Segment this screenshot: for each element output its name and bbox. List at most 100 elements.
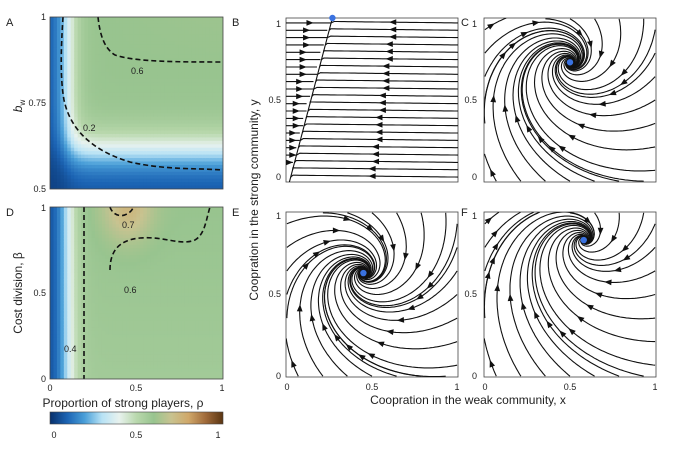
heatmap-d-cell xyxy=(153,375,158,379)
heatmap-d-cell xyxy=(153,289,158,294)
heatmap-d-cell xyxy=(143,303,148,308)
heatmap-d-cell xyxy=(219,217,223,222)
heatmap-a-cell xyxy=(122,113,127,118)
heatmap-a-cell xyxy=(153,158,158,163)
heatmap-a-cell xyxy=(136,144,141,149)
heatmap-a-cell xyxy=(126,68,131,73)
heatmap-d-cell xyxy=(56,227,61,232)
heatmap-d-cell xyxy=(112,334,117,339)
heatmap-a-cell xyxy=(160,54,165,59)
heatmap-d-cell xyxy=(98,286,103,291)
heatmap-a-cell xyxy=(150,44,155,49)
heatmap-d-cell xyxy=(50,351,55,356)
heatmap-a-cell xyxy=(136,68,141,73)
heatmap-d-cell xyxy=(209,361,214,366)
heatmap-a-cell xyxy=(53,82,58,87)
heatmap-d-cell xyxy=(181,296,186,301)
heatmap-d-cell xyxy=(129,320,134,325)
heatmap-d-cell xyxy=(81,375,86,379)
heatmap-d-cell xyxy=(91,320,96,325)
heatmap-d-cell xyxy=(122,207,127,212)
heatmap-d-cell xyxy=(84,344,89,349)
heatmap-a-cell xyxy=(115,144,120,149)
heatmap-a-cell xyxy=(160,171,165,176)
heatmap-a-cell xyxy=(91,75,96,80)
heatmap-a-cell xyxy=(219,61,223,66)
heatmap-a-cell xyxy=(122,20,127,25)
heatmap-a-cell xyxy=(171,154,176,159)
heatmap-d-cell xyxy=(119,341,124,346)
heatmap-a-cell xyxy=(164,99,169,104)
heatmap-d-cell xyxy=(91,207,96,212)
heatmap-a-cell xyxy=(129,140,134,145)
heatmap-d-cell xyxy=(105,244,110,249)
heatmap-a-cell xyxy=(157,120,162,125)
heatmap-a-cell xyxy=(195,85,200,90)
heatmap-d-cell xyxy=(67,220,72,225)
heatmap-a-cell xyxy=(70,116,75,121)
heatmap-a-cell xyxy=(84,113,89,118)
heatmap-a-cell xyxy=(171,182,176,187)
heatmap-a-cell xyxy=(153,30,158,35)
heatmap-d-cell xyxy=(171,303,176,308)
heatmap-a-cell xyxy=(136,47,141,52)
heatmap-a-cell xyxy=(84,51,89,56)
heatmap-a-cell xyxy=(56,58,61,63)
heatmap-d-cell xyxy=(167,262,172,267)
heatmap-d-cell xyxy=(105,310,110,315)
heatmap-d-cell xyxy=(160,320,165,325)
heatmap-d-cell xyxy=(67,303,72,308)
heatmap-a-cell xyxy=(67,130,72,135)
heatmap-d-cell xyxy=(184,248,189,253)
heatmap-a-cell xyxy=(143,23,148,28)
heatmap-a-cell xyxy=(70,140,75,145)
heatmap-a-cell xyxy=(94,61,100,66)
heatmap-d-cell xyxy=(67,341,72,346)
heatmap-a-cell xyxy=(191,75,196,80)
heatmap-d-cell xyxy=(94,303,100,308)
heatmap-d-cell xyxy=(143,262,148,267)
heatmap-a-cell xyxy=(50,75,55,80)
heatmap-a-cell xyxy=(174,58,179,63)
heatmap-d-cell xyxy=(174,231,179,236)
heatmap-d-cell xyxy=(143,317,148,322)
heatmap-d-cell xyxy=(150,365,155,370)
heatmap-a-cell xyxy=(129,89,134,94)
heatmap-a-cell xyxy=(198,182,203,187)
heatmap-d-cell xyxy=(212,351,217,356)
heatmap-a-cell xyxy=(146,20,151,25)
heatmap-a-cell xyxy=(216,23,221,28)
heatmap-d-cell xyxy=(209,348,214,353)
heatmap-d-cell xyxy=(164,268,169,273)
heatmap-d-cell xyxy=(133,220,138,225)
heatmap-a-cell xyxy=(60,147,65,152)
heatmap-d-cell xyxy=(160,268,165,273)
heatmap-a-cell xyxy=(195,151,200,156)
heatmap-a-cell xyxy=(216,130,221,135)
heatmap-a-cell xyxy=(209,168,214,173)
heatmap-d-cell xyxy=(174,334,179,339)
heatmap-d-cell xyxy=(50,275,55,280)
heatmap-d-cell xyxy=(126,317,131,322)
heatmap-a-cell xyxy=(153,65,158,70)
heatmap-d-cell xyxy=(50,279,55,284)
heatmap-d-cell xyxy=(178,248,183,253)
heatmap-d-cell xyxy=(212,275,217,280)
heatmap-d-cell xyxy=(56,224,61,229)
heatmap-a-cell xyxy=(209,127,214,132)
heatmap-a-cell xyxy=(63,44,68,49)
heatmap-d-cell xyxy=(77,210,82,215)
heatmap-d-cell xyxy=(219,275,223,280)
heatmap-a-cell xyxy=(150,65,155,70)
heatmap-d-cell xyxy=(181,313,186,318)
heatmap-a-cell xyxy=(146,103,151,108)
heatmap-d-cell xyxy=(60,231,65,236)
heatmap-a-cell xyxy=(101,58,106,63)
heatmap-d-cell xyxy=(171,341,176,346)
heatmap-d-cell xyxy=(101,358,106,363)
heatmap-d-cell xyxy=(171,217,176,222)
heatmap-d-cell xyxy=(70,354,75,359)
heatmap-a-cell xyxy=(81,144,86,149)
heatmap-a-cell xyxy=(205,133,210,138)
heatmap-d-cell xyxy=(202,279,207,284)
